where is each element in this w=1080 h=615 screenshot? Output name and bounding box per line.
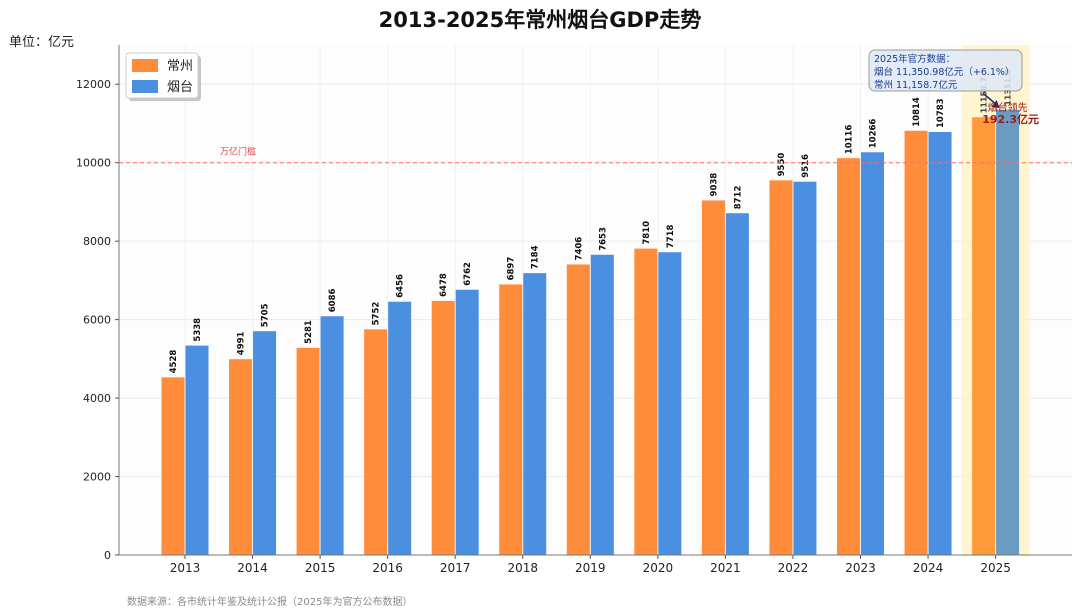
bar-changzhou (769, 180, 793, 555)
bar-yantai (996, 109, 1020, 556)
unit-label: 单位：亿元 (9, 35, 75, 50)
bar-yantai (253, 331, 277, 555)
bar-yantai (388, 301, 412, 555)
bar-yantai (861, 152, 884, 555)
bar-value-label: 6897 (507, 257, 517, 281)
x-tick-label: 2019 (575, 561, 606, 575)
bar-value-label: 10116 (845, 124, 855, 154)
bar-yantai (590, 254, 614, 556)
bar-value-label: 10266 (869, 119, 879, 149)
y-tick-label: 10000 (76, 157, 111, 170)
annotation-line: 常州 11,158.7亿元 (874, 79, 958, 91)
annotation-line: 2025年官方数据： (874, 53, 955, 65)
x-tick-label: 2022 (778, 561, 809, 575)
bar-value-label: 10783 (936, 98, 946, 128)
legend-swatch (132, 59, 158, 72)
y-tick-label: 6000 (83, 314, 111, 327)
x-tick-label: 2021 (710, 561, 741, 575)
x-tick-label: 2016 (372, 561, 403, 575)
legend-label: 常州 (167, 59, 193, 74)
bar-value-label: 8712 (733, 185, 743, 209)
bar-changzhou (364, 329, 388, 555)
y-tick-label: 2000 (83, 471, 111, 484)
bar-value-label: 5705 (261, 303, 271, 327)
bar-changzhou (499, 284, 523, 555)
legend-swatch (132, 80, 158, 93)
bar-value-label: 7406 (574, 237, 584, 261)
lead-arrow-head (991, 100, 1000, 108)
reference-line-label: 万亿门槛 (220, 146, 256, 158)
x-tick-label: 2018 (507, 561, 538, 575)
bar-value-label: 6086 (328, 288, 338, 312)
bar-value-label: 9550 (777, 153, 787, 177)
bar-value-label: 6456 (396, 274, 406, 298)
bar-yantai (185, 345, 209, 555)
x-tick-label: 2024 (913, 561, 944, 575)
bar-value-label: 9038 (709, 173, 719, 197)
bar-changzhou (296, 347, 320, 555)
bar-value-label: 7184 (531, 245, 541, 269)
bar-value-label: 7810 (642, 221, 652, 245)
x-tick-label: 2014 (237, 561, 268, 575)
bar-yantai (658, 252, 682, 555)
bar-yantai (455, 289, 479, 555)
source-note: 数据来源：各市统计年鉴及统计公报（2025年为官方公布数据） (127, 597, 413, 608)
chart-title: 2013-2025年常州烟台GDP走势 (378, 8, 702, 32)
bar-yantai (523, 273, 547, 555)
bar-changzhou (566, 264, 590, 555)
bar-value-label: 7653 (598, 227, 608, 251)
bar-yantai (725, 213, 749, 555)
bar-value-label: 4991 (237, 331, 247, 355)
bar-changzhou (229, 359, 253, 555)
bar-changzhou (972, 117, 996, 555)
bar-changzhou (904, 130, 928, 555)
y-tick-label: 0 (104, 549, 111, 562)
annotation-line: 烟台 11,350.98亿元（+6.1%） (874, 66, 1014, 78)
bar-value-label: 9516 (801, 154, 811, 178)
bar-changzhou (837, 158, 860, 555)
x-tick-label: 2017 (440, 561, 471, 575)
bar-yantai (320, 316, 344, 555)
x-tick-label: 2015 (305, 561, 336, 575)
y-tick-label: 4000 (83, 392, 111, 405)
bar-value-label: 4528 (169, 350, 179, 374)
bar-changzhou (634, 248, 658, 555)
bar-changzhou (161, 377, 185, 555)
y-tick-label: 12000 (76, 78, 111, 91)
annotation-box (868, 49, 1023, 92)
bar-value-label: 10814 (912, 97, 922, 127)
y-tick-label: 8000 (83, 235, 111, 248)
lead-value: 192.3亿元 (982, 112, 1039, 126)
legend-label: 烟台 (167, 80, 193, 95)
bar-value-label: 5281 (304, 320, 314, 344)
bar-value-label: 5338 (193, 318, 203, 342)
x-tick-label: 2025 (980, 561, 1011, 575)
bar-yantai (793, 181, 817, 555)
x-tick-label: 2023 (845, 561, 876, 575)
x-tick-label: 2020 (643, 561, 674, 575)
bar-yantai (928, 131, 952, 555)
bar-value-label: 7718 (666, 224, 676, 248)
bar-changzhou (701, 200, 725, 555)
bar-value-label: 5752 (372, 302, 382, 326)
lead-label: 烟台领先 (988, 101, 1028, 114)
x-tick-label: 2013 (170, 561, 201, 575)
bar-changzhou (431, 300, 455, 555)
bar-value-label: 6762 (463, 262, 473, 286)
bar-value-label: 6478 (439, 273, 449, 297)
